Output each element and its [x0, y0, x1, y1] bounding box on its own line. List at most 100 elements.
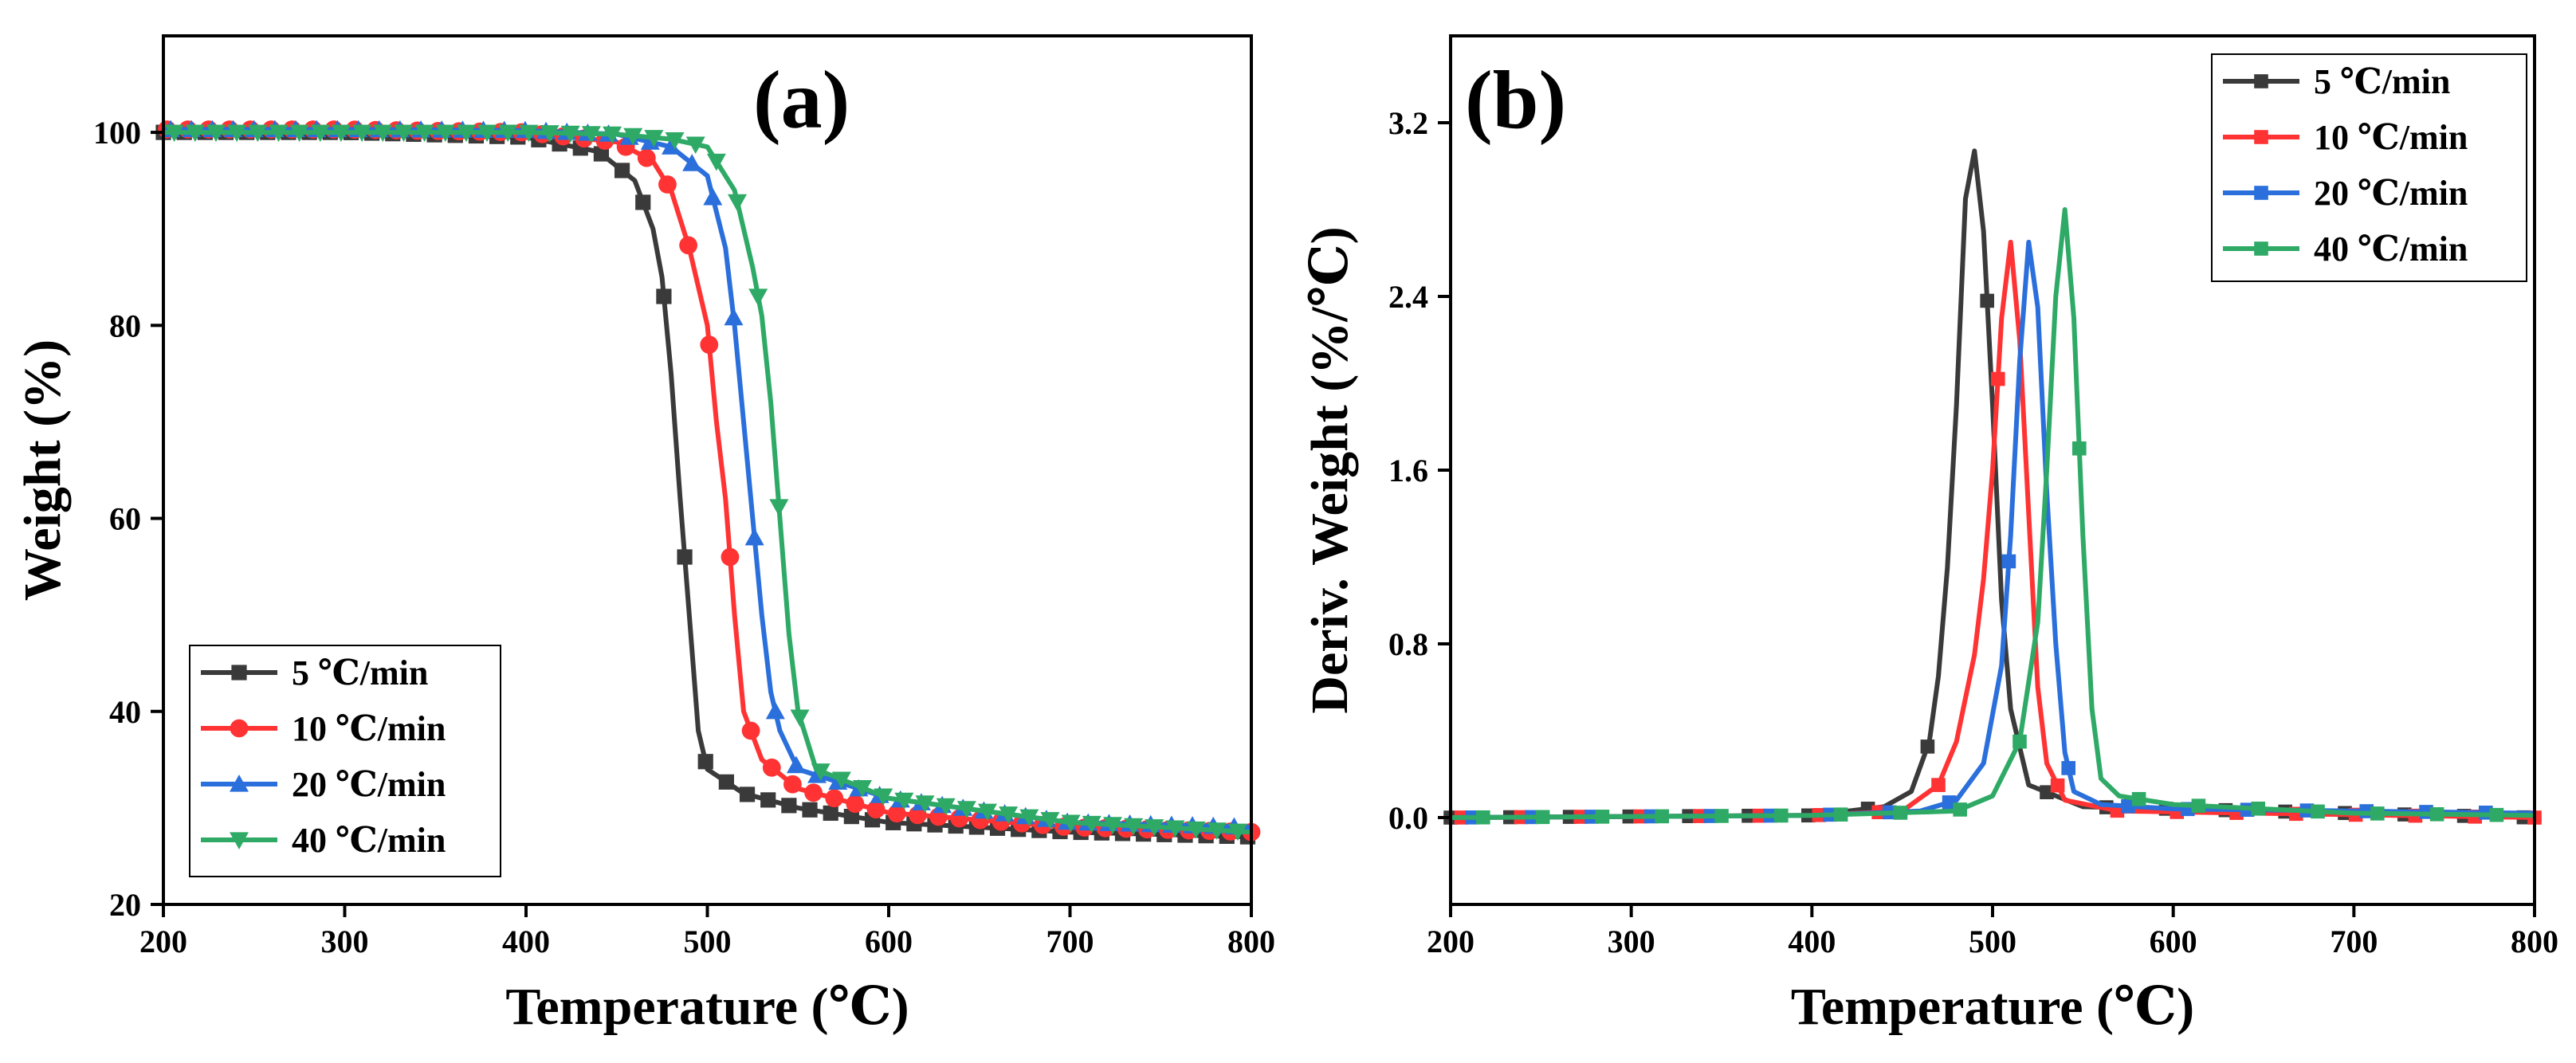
series-3-marker [640, 132, 660, 150]
series-line-3 [1450, 239, 2535, 820]
series-3-marker [807, 766, 827, 783]
series-2-marker [1991, 371, 2005, 386]
series-4-marker [2191, 798, 2206, 813]
legend-label: 10 ℃/min [2314, 118, 2468, 157]
series-4-marker [331, 124, 351, 143]
series-3-marker [1942, 795, 1957, 810]
series-4-marker [1207, 822, 1227, 840]
series-1-marker [1980, 293, 1994, 308]
series-line-2 [1450, 239, 2535, 820]
series-4-marker [185, 124, 205, 143]
y-tick-label: 60 [109, 501, 141, 537]
series-4-marker [1227, 823, 1247, 841]
x-tick-label: 800 [2511, 924, 2558, 959]
y-tick-label: 100 [93, 115, 141, 151]
series-4-marker [790, 709, 810, 728]
series-4-marker [373, 124, 393, 143]
series-4-marker [956, 801, 976, 818]
x-tick-label: 300 [321, 924, 369, 959]
series-4-marker [623, 127, 643, 146]
series-2-marker [658, 175, 677, 194]
series-4-marker [831, 771, 851, 790]
series-4-marker [1019, 809, 1039, 827]
series-2-marker [783, 775, 802, 794]
series-4-marker [894, 792, 914, 810]
series-3-marker [662, 137, 681, 155]
series-4-marker [477, 124, 497, 143]
series-4-marker [2489, 807, 2504, 822]
series-1-marker [760, 792, 776, 808]
series-4-marker [603, 126, 622, 144]
legend-marker [230, 719, 249, 738]
series-4-marker [2012, 734, 2027, 749]
y-tick-label: 2.4 [1388, 279, 1428, 315]
series-1-marker [802, 802, 818, 818]
series-3-marker [724, 308, 744, 326]
series-1-marker [718, 774, 734, 790]
series-3-marker [2001, 554, 2016, 569]
legend-marker [2254, 74, 2268, 88]
series-3-marker [2121, 798, 2135, 814]
series-4-marker [2251, 801, 2265, 816]
y-tick-label: 20 [109, 887, 141, 923]
x-tick-label: 400 [1788, 924, 1836, 959]
series-4-marker [728, 194, 748, 212]
series-4-marker [1833, 807, 1848, 822]
series-3-marker [703, 187, 723, 206]
series-4-marker [1186, 821, 1206, 839]
series-3-marker [786, 755, 806, 774]
series-2-marker [909, 806, 927, 825]
series-4-marker [1082, 815, 1101, 834]
series-1-marker [677, 549, 693, 565]
legend-label: 40 ℃/min [2314, 229, 2468, 269]
series-4-marker [1124, 818, 1144, 836]
x-tick-label: 200 [1427, 924, 1475, 959]
y-tick-label: 1.6 [1388, 453, 1428, 488]
series-4-marker [581, 126, 601, 143]
y-axis-label: Deriv. Weight (%/℃) [1301, 226, 1359, 713]
series-1-marker [1920, 739, 1935, 754]
legend-marker [2254, 186, 2268, 200]
legend-marker [230, 775, 249, 792]
series-4-marker [206, 124, 226, 143]
series-line-1 [1450, 148, 2535, 820]
series-4-marker [644, 130, 664, 147]
series-3-marker [744, 528, 764, 546]
series-2-marker [846, 794, 865, 814]
y-tick-label: 80 [109, 308, 141, 343]
x-axis-label: Temperature (℃) [505, 978, 909, 1036]
series-2-marker [741, 721, 760, 740]
series-1-marker [656, 288, 672, 304]
x-tick-label: 500 [1969, 924, 2016, 959]
x-tick-label: 200 [139, 924, 187, 959]
series-4-marker [748, 288, 768, 306]
panel-a-weight-chart: 200 300 400 500 600 700 800 20 40 60 80 100 Temperat… [14, 34, 1275, 1036]
y-tick-label: 40 [109, 694, 141, 730]
series-2-marker [887, 804, 906, 823]
series-4-marker [540, 125, 560, 143]
legend-label: 10 ℃/min [292, 709, 446, 748]
legend-marker [2254, 130, 2268, 144]
series-2-marker [2050, 778, 2065, 793]
series-4-marker [1655, 809, 1669, 824]
series-4-marker [915, 795, 935, 813]
series-2-marker [825, 789, 844, 808]
legend-label: 20 ℃/min [2314, 174, 2468, 213]
x-tick-label: 400 [502, 924, 550, 959]
series-4-marker [456, 124, 476, 143]
series-4-marker [2072, 441, 2087, 456]
series-4-marker [227, 124, 247, 143]
legend-label: 5 ℃/min [292, 653, 428, 692]
series-4-marker [665, 131, 685, 150]
series-2-marker [700, 335, 719, 354]
series-4-marker [1061, 814, 1081, 833]
x-tick-label: 600 [865, 924, 913, 959]
series-4-marker [853, 780, 873, 798]
series-4-marker [1476, 810, 1490, 825]
series-4-marker [1040, 812, 1060, 830]
series-4-marker [977, 803, 997, 822]
series-4-marker [769, 499, 789, 517]
series-1-marker [614, 163, 630, 178]
series-4-marker [1953, 802, 1967, 817]
